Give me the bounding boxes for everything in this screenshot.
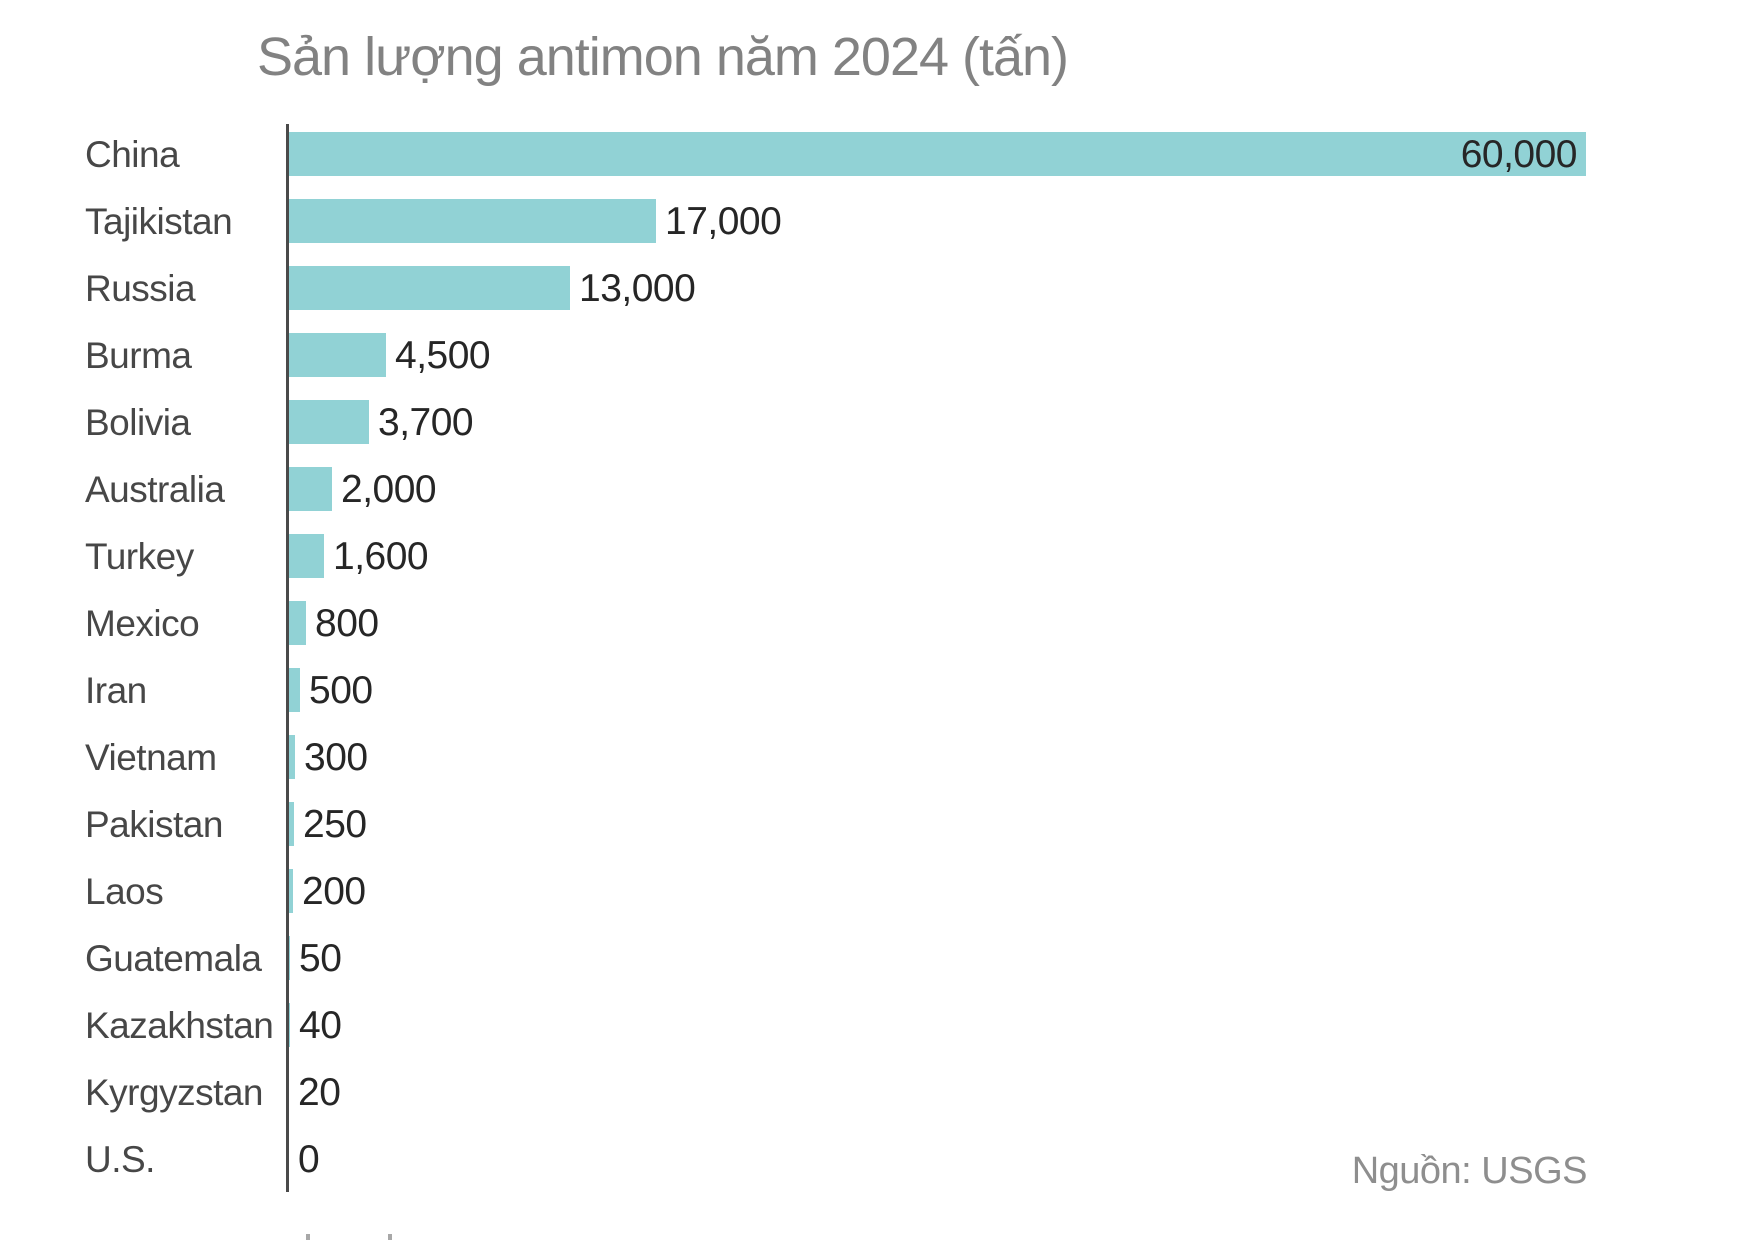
bar-row: Russia 13,000 — [0, 255, 1748, 322]
plot-area: China 60,000 Tajikistan 17,000 Russia 13,000 B… — [0, 121, 1748, 1193]
category-label: Vietnam — [85, 737, 217, 778]
bar — [289, 936, 290, 980]
bar-row: Bolivia 3,700 — [0, 389, 1748, 456]
bar-row: Australia 2,000 — [0, 456, 1748, 523]
bar-row: Laos 200 — [0, 858, 1748, 925]
bar — [289, 802, 294, 846]
value-label: 500 — [309, 669, 373, 712]
value-label: 250 — [303, 803, 367, 846]
bar — [289, 400, 369, 444]
value-label: 3,700 — [378, 401, 474, 444]
category-label: Kazakhstan — [85, 1005, 274, 1046]
category-label: Turkey — [85, 536, 194, 577]
category-label: Laos — [85, 871, 164, 912]
value-label: 0 — [298, 1138, 320, 1181]
bar — [289, 199, 656, 243]
value-label: 40 — [299, 1004, 342, 1047]
value-label: 50 — [299, 937, 342, 980]
bar — [289, 1003, 290, 1047]
value-label: 200 — [302, 870, 366, 913]
cropped-axis-tick — [388, 1234, 392, 1240]
bar — [289, 668, 300, 712]
bar-row: Vietnam 300 — [0, 724, 1748, 791]
bar-row: Mexico 800 — [0, 590, 1748, 657]
category-label: Burma — [85, 335, 192, 376]
value-label: 2,000 — [341, 468, 437, 511]
source-credit: Nguồn: USGS — [1351, 1150, 1588, 1192]
cropped-axis-tick — [306, 1234, 310, 1240]
category-label: China — [85, 134, 180, 175]
bar — [289, 467, 332, 511]
y-axis-line — [286, 124, 289, 1192]
bar — [289, 869, 293, 913]
bar-row: Kyrgyzstan 20 — [0, 1059, 1748, 1126]
value-label: 1,600 — [333, 535, 429, 578]
bar — [289, 132, 1586, 176]
bar-row: Turkey 1,600 — [0, 523, 1748, 590]
bar-row: Pakistan 250 — [0, 791, 1748, 858]
category-label: Pakistan — [85, 804, 223, 845]
category-label: Kyrgyzstan — [85, 1072, 264, 1113]
value-label: 17,000 — [665, 200, 782, 243]
bar-row: Burma 4,500 — [0, 322, 1748, 389]
value-label: 60,000 — [1460, 133, 1578, 176]
bar — [289, 601, 306, 645]
bar-row: Iran 500 — [0, 657, 1748, 724]
bar-row: Tajikistan 17,000 — [0, 188, 1748, 255]
category-label: Tajikistan — [85, 201, 233, 242]
category-label: Australia — [85, 469, 225, 510]
value-label: 4,500 — [395, 334, 491, 377]
value-label: 13,000 — [579, 267, 696, 310]
value-label: 800 — [315, 602, 379, 645]
bar — [289, 534, 324, 578]
bar-row: Kazakhstan 40 — [0, 992, 1748, 1059]
value-label: 300 — [304, 736, 368, 779]
category-label: Guatemala — [85, 938, 262, 979]
bar — [289, 333, 386, 377]
category-label: Russia — [85, 268, 196, 309]
value-label: 20 — [298, 1071, 341, 1114]
bar — [289, 266, 570, 310]
category-label: Iran — [85, 670, 147, 711]
category-label: Mexico — [85, 603, 200, 644]
bar — [289, 735, 295, 779]
bar-row: China 60,000 — [0, 121, 1748, 188]
chart-title: Sản lượng antimon năm 2024 (tấn) — [257, 27, 1069, 87]
bar-row: Guatemala 50 — [0, 925, 1748, 992]
category-label: Bolivia — [85, 402, 191, 443]
bar-row: U.S. 0 — [0, 1126, 1748, 1193]
category-label: U.S. — [85, 1139, 155, 1180]
